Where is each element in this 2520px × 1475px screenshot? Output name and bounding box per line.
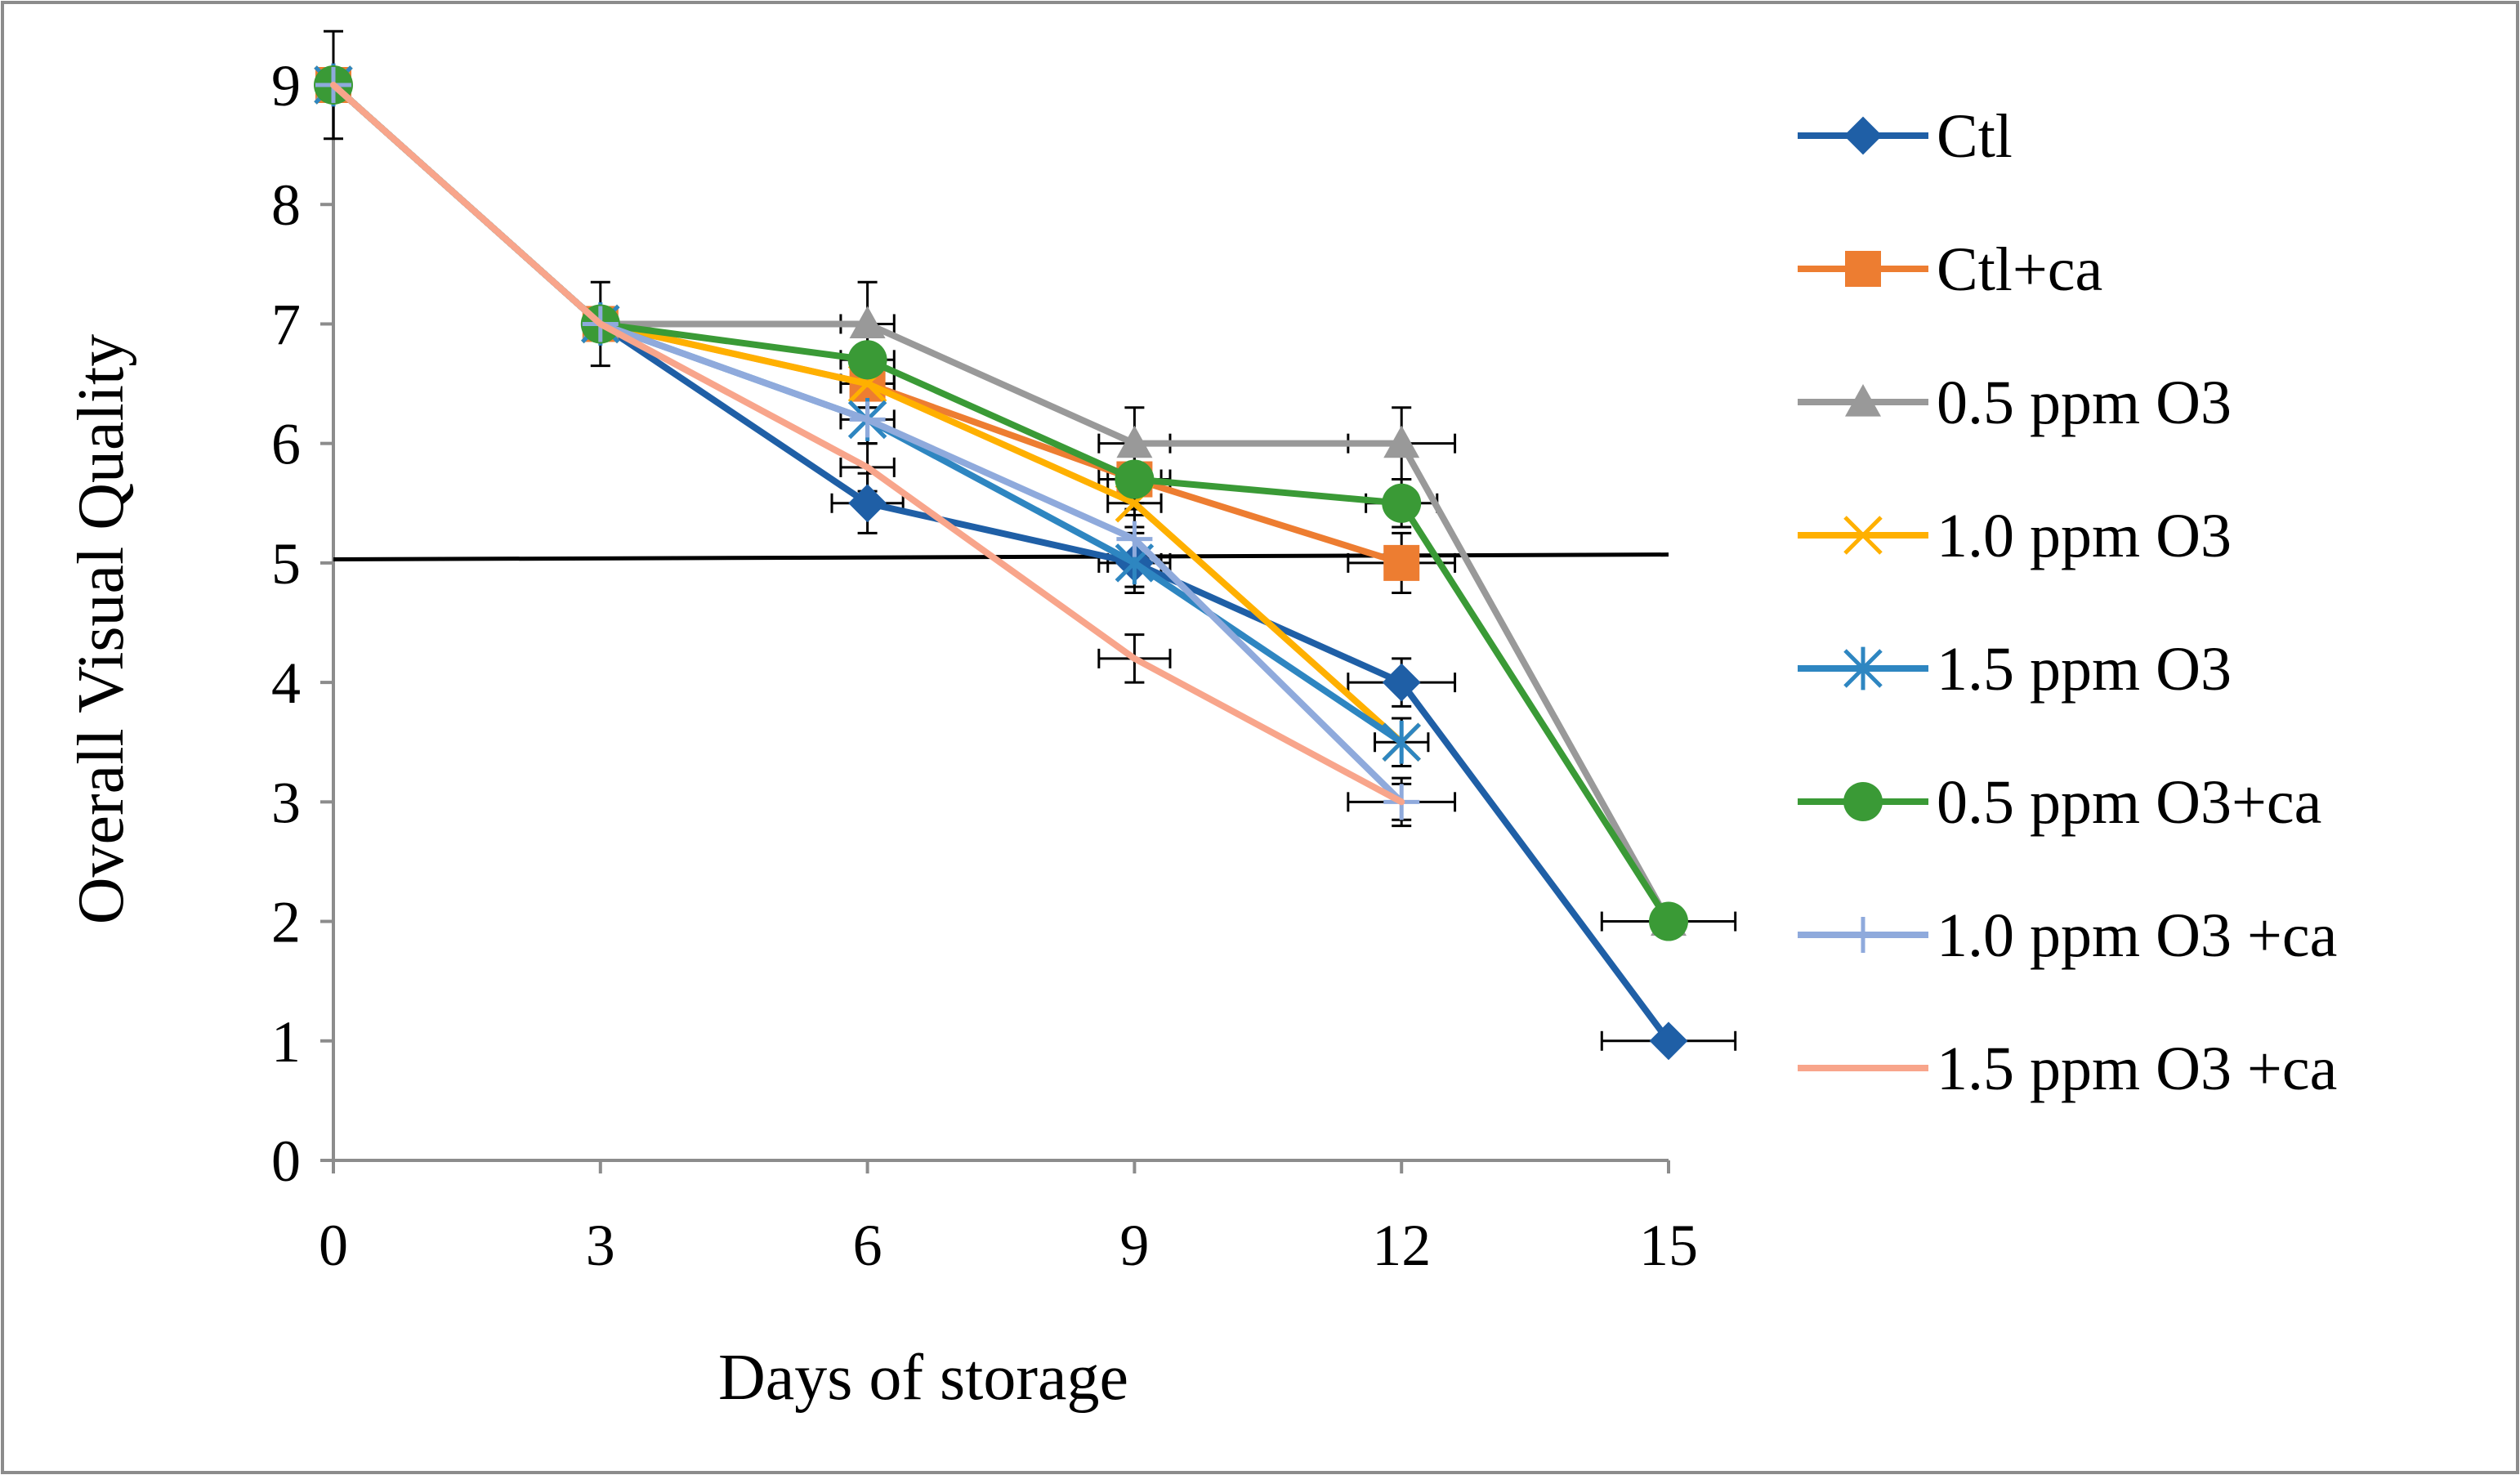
legend-marker [1843, 782, 1883, 821]
legend: Ctl Ctl+ca 0.5 ppm O3 1.0 ppm O3 1.5 ppm O3 0… [1798, 102, 2337, 1103]
y-tick-label: 9 [271, 53, 301, 118]
legend-item: Ctl [1798, 102, 2013, 171]
y-tick-label: 7 [271, 292, 301, 357]
x-tick-label: 12 [1372, 1213, 1431, 1278]
data-point [1116, 521, 1153, 557]
data-point [1649, 901, 1688, 941]
legend-marker [1845, 251, 1881, 287]
x-tick-label: 3 [586, 1213, 615, 1278]
legend-label: Ctl+ca [1937, 235, 2102, 304]
y-tick-label: 1 [271, 1009, 301, 1075]
legend-item: 0.5 ppm O3+ca [1798, 768, 2321, 837]
data-point [1116, 425, 1153, 458]
data-point [849, 306, 886, 339]
x-tick-label: 9 [1119, 1213, 1149, 1278]
legend-marker [1845, 384, 1881, 417]
legend-marker-stroke [1843, 516, 1883, 555]
legend-label: 1.0 ppm O3 [1937, 502, 2232, 570]
legend-item: 1.5 ppm O3 +ca [1798, 1035, 2337, 1103]
y-tick-label: 5 [271, 531, 301, 597]
legend-item: 1.5 ppm O3 [1798, 635, 2232, 704]
x-axis-title: Days of storage [718, 1342, 1128, 1414]
legend-label: 1.5 ppm O3 +ca [1937, 1035, 2337, 1103]
y-tick-label: 2 [271, 890, 301, 955]
reference-line [333, 552, 1669, 562]
legend-label: 1.0 ppm O3 +ca [1937, 901, 2337, 970]
y-tick-label: 3 [271, 770, 301, 835]
y-tick-label: 8 [271, 172, 301, 238]
legend-label: Ctl [1937, 102, 2013, 171]
data-point [1382, 720, 1421, 764]
data-point [849, 401, 886, 438]
y-tick-label: 6 [271, 412, 301, 477]
legend-marker [1843, 116, 1883, 155]
legend-item: 0.5 ppm O3 [1798, 369, 2232, 437]
legend-item: Ctl+ca [1798, 235, 2102, 304]
x-tick-label: 0 [319, 1213, 348, 1278]
legend-label: 1.5 ppm O3 [1937, 635, 2232, 704]
legend-marker [1843, 646, 1883, 691]
data-point [1382, 663, 1421, 702]
legend-item: 1.0 ppm O3 +ca [1798, 901, 2337, 970]
legend-label: 0.5 ppm O3 [1937, 369, 2232, 437]
data-point [1383, 425, 1420, 458]
series-7 [330, 82, 1405, 806]
y-axis-title: Overall Visual Quality [65, 334, 137, 924]
data-point [848, 484, 887, 523]
data-point [1382, 483, 1422, 523]
y-tick-label: 0 [271, 1129, 301, 1194]
legend-label: 0.5 ppm O3+ca [1937, 768, 2321, 837]
legend-marker [1843, 516, 1883, 555]
series-line [330, 82, 1405, 806]
data-point [1383, 544, 1420, 581]
legend-marker [1845, 917, 1881, 953]
legend-item: 1.0 ppm O3 [1798, 502, 2232, 570]
data-point [847, 340, 887, 380]
data-point [1115, 459, 1155, 499]
x-tick-label: 6 [853, 1213, 882, 1278]
data-point [1649, 1021, 1688, 1061]
y-tick-label: 4 [271, 650, 301, 716]
x-tick-label: 15 [1639, 1213, 1698, 1278]
